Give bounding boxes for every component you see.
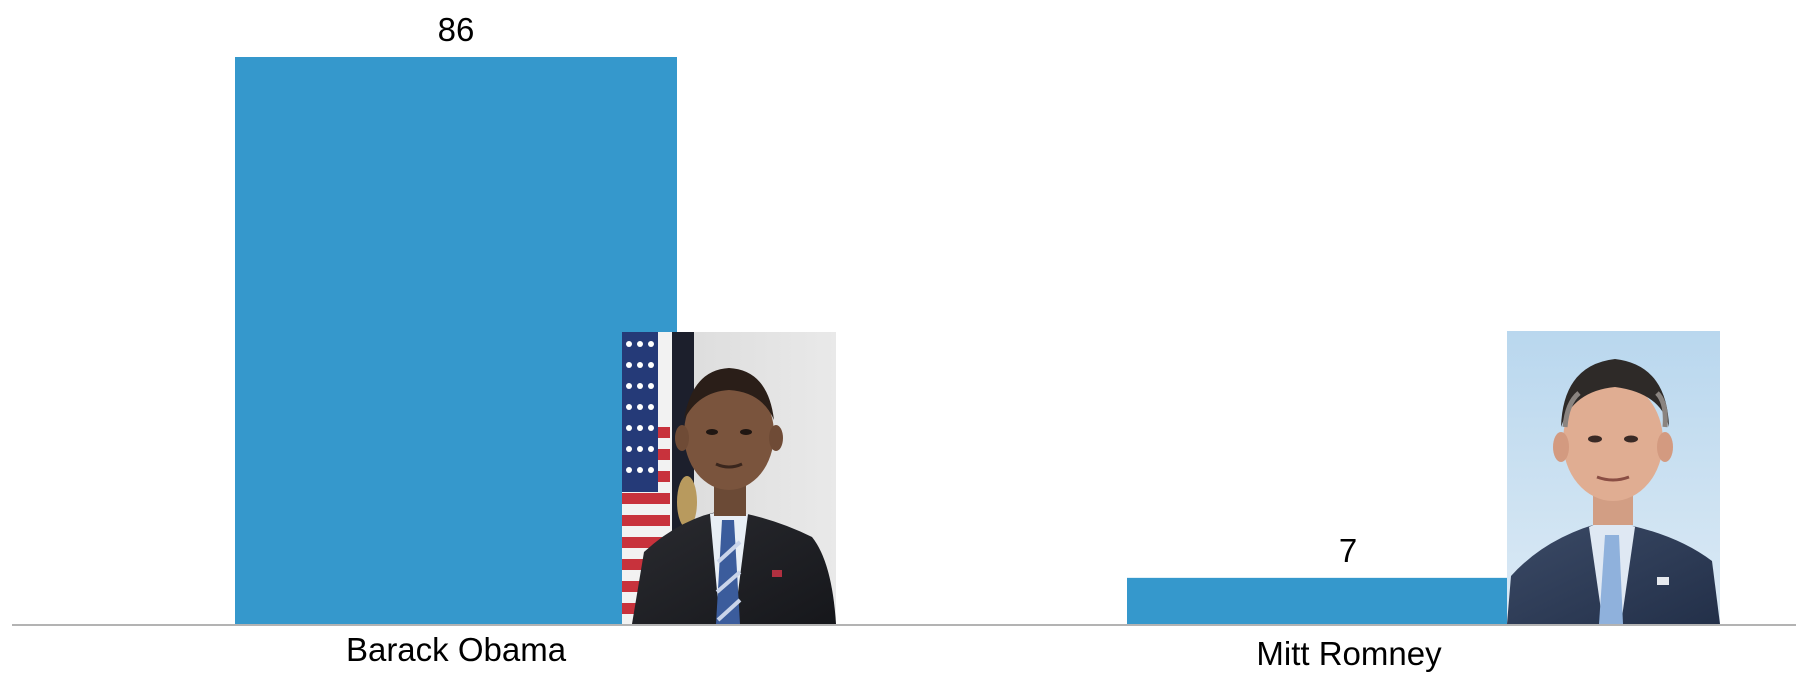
- barack-obama-portrait: [622, 332, 836, 624]
- bar-barack-obama: [235, 57, 677, 624]
- data-label-barack-obama: 86: [438, 11, 475, 48]
- mitt-romney-portrait: [1507, 331, 1720, 624]
- data-label-mitt-romney: 7: [1339, 532, 1357, 569]
- bar-mitt-romney: [1127, 577, 1569, 624]
- category-label-mitt-romney: Mitt Romney: [1256, 635, 1442, 672]
- category-label-barack-obama: Barack Obama: [346, 631, 567, 668]
